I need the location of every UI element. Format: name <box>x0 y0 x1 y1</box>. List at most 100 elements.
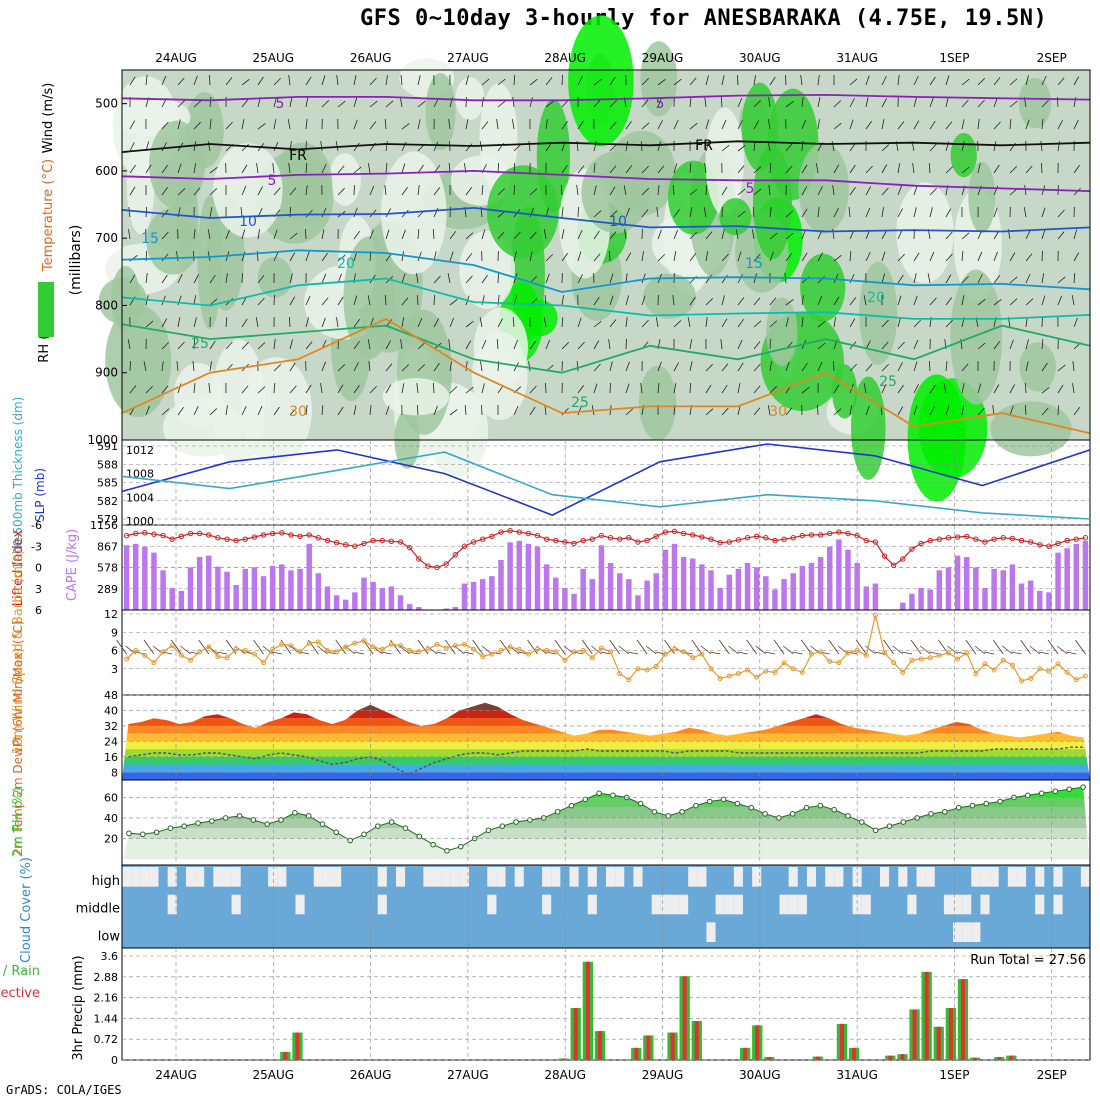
wind-barb <box>849 318 856 328</box>
wind-barb <box>817 119 820 130</box>
wind-speed-point <box>1073 677 1079 683</box>
wind-barb <box>785 101 794 108</box>
wind-barb <box>961 405 965 416</box>
wind-barb <box>817 186 823 196</box>
wind-barb <box>737 210 746 218</box>
wind-barb <box>177 406 184 416</box>
cloud-cell <box>825 867 835 887</box>
lifted-index-point <box>434 564 440 571</box>
wind-barb <box>993 77 1001 86</box>
wind-barb <box>945 97 949 108</box>
wind-barb <box>1057 295 1063 306</box>
cloud-cell <box>1080 867 1090 887</box>
cape-bar <box>726 574 733 610</box>
isotherm-label: 10 <box>609 214 627 230</box>
wind-barb <box>641 122 650 130</box>
wind-barb <box>417 100 426 108</box>
pressure-tick-label: 700 <box>95 231 118 245</box>
wind-barb <box>897 341 905 350</box>
cape-bar <box>909 593 915 610</box>
wind-barb <box>1057 276 1066 284</box>
wind-barb <box>545 339 551 350</box>
wind-barb <box>689 339 693 350</box>
rh-point <box>665 813 672 819</box>
wind-barb <box>609 143 617 152</box>
wind-barb <box>945 297 953 306</box>
wind-barb <box>737 339 743 350</box>
cape-bar <box>1046 592 1052 610</box>
wind-barb <box>367 163 371 174</box>
wind-speed-point <box>790 666 796 672</box>
wind-barb <box>673 208 680 218</box>
wind-barb <box>241 406 247 416</box>
wind-barb <box>497 318 504 328</box>
wind-barb <box>177 188 186 196</box>
wind-speed-point <box>452 643 458 649</box>
wind-barb <box>241 318 248 328</box>
wind-barb <box>289 273 293 284</box>
wind-speed-point <box>662 651 668 657</box>
wind-barb <box>641 319 649 328</box>
rh-band <box>122 797 1090 808</box>
wind-barb <box>913 207 917 218</box>
wind-barb <box>897 274 904 284</box>
wind-barb <box>497 100 506 108</box>
wind-barb <box>465 361 468 372</box>
wind-speed-point <box>690 655 696 661</box>
wind-barb <box>208 75 211 86</box>
wind-barb <box>929 120 936 130</box>
wind-barb <box>353 231 360 240</box>
wind-speed-point <box>1000 657 1006 663</box>
wind-barb <box>943 383 947 394</box>
wind-barb-10m <box>974 645 986 655</box>
wind-barb <box>929 76 936 86</box>
wind-barb <box>912 163 915 174</box>
wind-barb <box>177 383 182 394</box>
cape-bar <box>260 576 267 610</box>
wind-speed-point <box>1055 661 1061 667</box>
wind-barb <box>1009 384 1015 394</box>
wind-barb <box>449 251 454 262</box>
cloud-cell <box>962 922 972 942</box>
cape-bar <box>1018 583 1025 610</box>
temp-tick-label: 40 <box>104 704 118 717</box>
cape-bar <box>607 562 614 610</box>
wind-barb <box>321 405 324 416</box>
wind-barb <box>656 207 659 218</box>
temp-fill-layer <box>122 702 1090 780</box>
wind-barb <box>273 406 280 416</box>
wind-barb <box>449 386 458 394</box>
wind-barb <box>337 165 345 174</box>
wind-barb <box>832 361 835 372</box>
wind-barb <box>992 405 995 416</box>
wind-barb <box>657 254 666 262</box>
wind-barb <box>273 119 277 130</box>
precip-tick-label: 0.72 <box>94 1033 119 1046</box>
wind-barb <box>145 273 148 284</box>
wind-speed-point <box>909 657 915 663</box>
lifted-index-point <box>132 530 139 537</box>
wind-barb <box>927 273 931 284</box>
wind-barb <box>833 122 842 130</box>
lifted-index-point <box>799 532 806 539</box>
pressure-tick-label: 600 <box>95 164 118 178</box>
wind-barb <box>369 405 372 416</box>
wind-speed-point <box>535 646 541 652</box>
wind-barb <box>577 165 585 174</box>
wind-barb <box>1041 229 1046 240</box>
wind-barb <box>353 119 358 130</box>
wind-barb <box>721 363 729 372</box>
lifted-index-point <box>607 535 614 541</box>
wind-barb <box>769 320 778 328</box>
rh-blob <box>832 364 858 419</box>
wind-barb <box>529 340 536 350</box>
wind-barb <box>881 119 885 130</box>
lifted-axis-label: Lifted Index <box>11 529 26 606</box>
rh-point <box>333 829 340 836</box>
wind-barb-10m <box>1020 639 1031 655</box>
footer-credit: GrADS: COLA/IGES <box>6 1083 122 1097</box>
wind-barb <box>817 342 826 350</box>
lifted-index-point <box>187 530 194 537</box>
wind-barb <box>193 317 197 328</box>
wind-barb <box>801 164 808 174</box>
